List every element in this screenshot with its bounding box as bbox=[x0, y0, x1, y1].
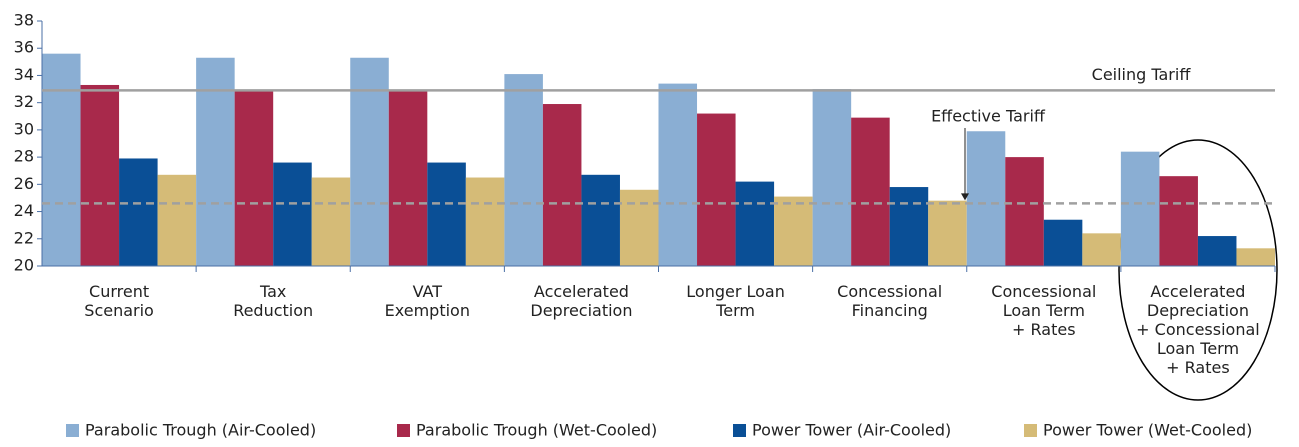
bar bbox=[388, 90, 428, 267]
legend-label: Power Tower (Wet-Cooled) bbox=[1043, 421, 1252, 440]
x-tick-label-line: Term bbox=[715, 301, 755, 320]
bar bbox=[1236, 248, 1275, 266]
y-tick-label: 20 bbox=[14, 256, 34, 275]
x-tick-label-line: + Rates bbox=[1166, 358, 1230, 377]
y-tick-label: 38 bbox=[14, 11, 34, 30]
x-tick-label-line: Current bbox=[89, 282, 149, 301]
bar bbox=[1159, 176, 1198, 266]
y-tick-label: 22 bbox=[14, 228, 34, 247]
x-tick-label-line: Exemption bbox=[385, 301, 470, 320]
legend-swatch bbox=[733, 424, 746, 437]
x-tick-label: Tax Reduction bbox=[233, 282, 313, 320]
highlight-ellipse bbox=[1118, 139, 1278, 401]
x-tick-label-line: + Rates bbox=[1012, 320, 1076, 339]
legend-label: Parabolic Trough (Wet-Cooled) bbox=[416, 421, 657, 440]
bar bbox=[1043, 219, 1083, 266]
x-tick-label-line: Depreciation bbox=[530, 301, 632, 320]
legend-label: Power Tower (Air-Cooled) bbox=[752, 421, 951, 440]
bar bbox=[889, 187, 929, 266]
x-tick-label-line: Concessional bbox=[837, 282, 942, 301]
x-tick-label: Longer Loan Term bbox=[686, 282, 785, 320]
bar bbox=[504, 74, 543, 266]
bar bbox=[42, 53, 81, 266]
bar bbox=[697, 113, 736, 266]
x-tick-label-line: + Concessional bbox=[1136, 320, 1260, 339]
y-tick-label: 26 bbox=[14, 174, 34, 193]
legend-swatch bbox=[397, 424, 410, 437]
bar bbox=[234, 90, 274, 267]
x-tick-label-line: Accelerated bbox=[1150, 282, 1245, 301]
y-tick-label: 34 bbox=[14, 65, 34, 84]
bar bbox=[465, 177, 505, 266]
x-tick-label-line: Concessional bbox=[991, 282, 1096, 301]
x-tick-label: Concessional Loan Term + Rates bbox=[991, 282, 1096, 339]
legend-swatch bbox=[1024, 424, 1037, 437]
bar bbox=[80, 84, 120, 266]
y-tick-label: 28 bbox=[14, 147, 34, 166]
bar bbox=[619, 189, 659, 266]
y-tick-label: 36 bbox=[14, 38, 34, 57]
bar bbox=[1197, 236, 1237, 266]
x-tick-label-line: Longer Loan bbox=[686, 282, 785, 301]
bar bbox=[427, 162, 466, 266]
y-tick-label: 24 bbox=[14, 201, 34, 220]
bar bbox=[196, 57, 235, 266]
bar bbox=[581, 174, 620, 266]
bar bbox=[119, 158, 158, 266]
bar bbox=[851, 117, 890, 266]
x-tick-label: Accelerated Depreciation bbox=[530, 282, 632, 320]
bar bbox=[157, 174, 197, 266]
bar bbox=[542, 104, 582, 267]
y-tick-label: 32 bbox=[14, 92, 34, 111]
x-tick-label: Concessional Financing bbox=[837, 282, 942, 320]
legend-swatch bbox=[66, 424, 79, 437]
bar bbox=[1082, 233, 1121, 266]
x-tick-label-line: Depreciation bbox=[1147, 301, 1249, 320]
x-tick-label-line: VAT bbox=[413, 282, 443, 301]
bar bbox=[928, 200, 967, 266]
bar bbox=[966, 131, 1006, 266]
x-tick-label-line: Scenario bbox=[84, 301, 154, 320]
x-tick-label-line: Financing bbox=[852, 301, 928, 320]
bar bbox=[1120, 151, 1160, 266]
x-tick-label: Accelerated Depreciation + Concessional Loa… bbox=[1136, 282, 1260, 377]
x-tick-label-line: Reduction bbox=[233, 301, 313, 320]
annotation: Ceiling Tariff bbox=[1092, 65, 1192, 84]
bar bbox=[658, 83, 698, 266]
bar bbox=[735, 181, 775, 266]
annotation: Effective Tariff bbox=[931, 107, 1046, 126]
x-tick-label-line: Loan Term bbox=[1157, 339, 1239, 358]
y-tick-label: 30 bbox=[14, 119, 34, 138]
x-tick-label: Current Scenario bbox=[84, 282, 154, 320]
legend-label: Parabolic Trough (Air-Cooled) bbox=[85, 421, 316, 440]
arrow-head bbox=[961, 193, 969, 201]
x-tick-label-line: Tax bbox=[259, 282, 286, 301]
x-tick-label: VAT Exemption bbox=[385, 282, 470, 320]
bar bbox=[350, 57, 389, 266]
bar bbox=[1005, 157, 1044, 266]
bar bbox=[774, 196, 813, 266]
bar bbox=[311, 177, 351, 266]
x-tick-label-line: Accelerated bbox=[534, 282, 629, 301]
x-tick-label-line: Loan Term bbox=[1003, 301, 1085, 320]
bar bbox=[812, 89, 852, 266]
bar bbox=[273, 162, 312, 266]
